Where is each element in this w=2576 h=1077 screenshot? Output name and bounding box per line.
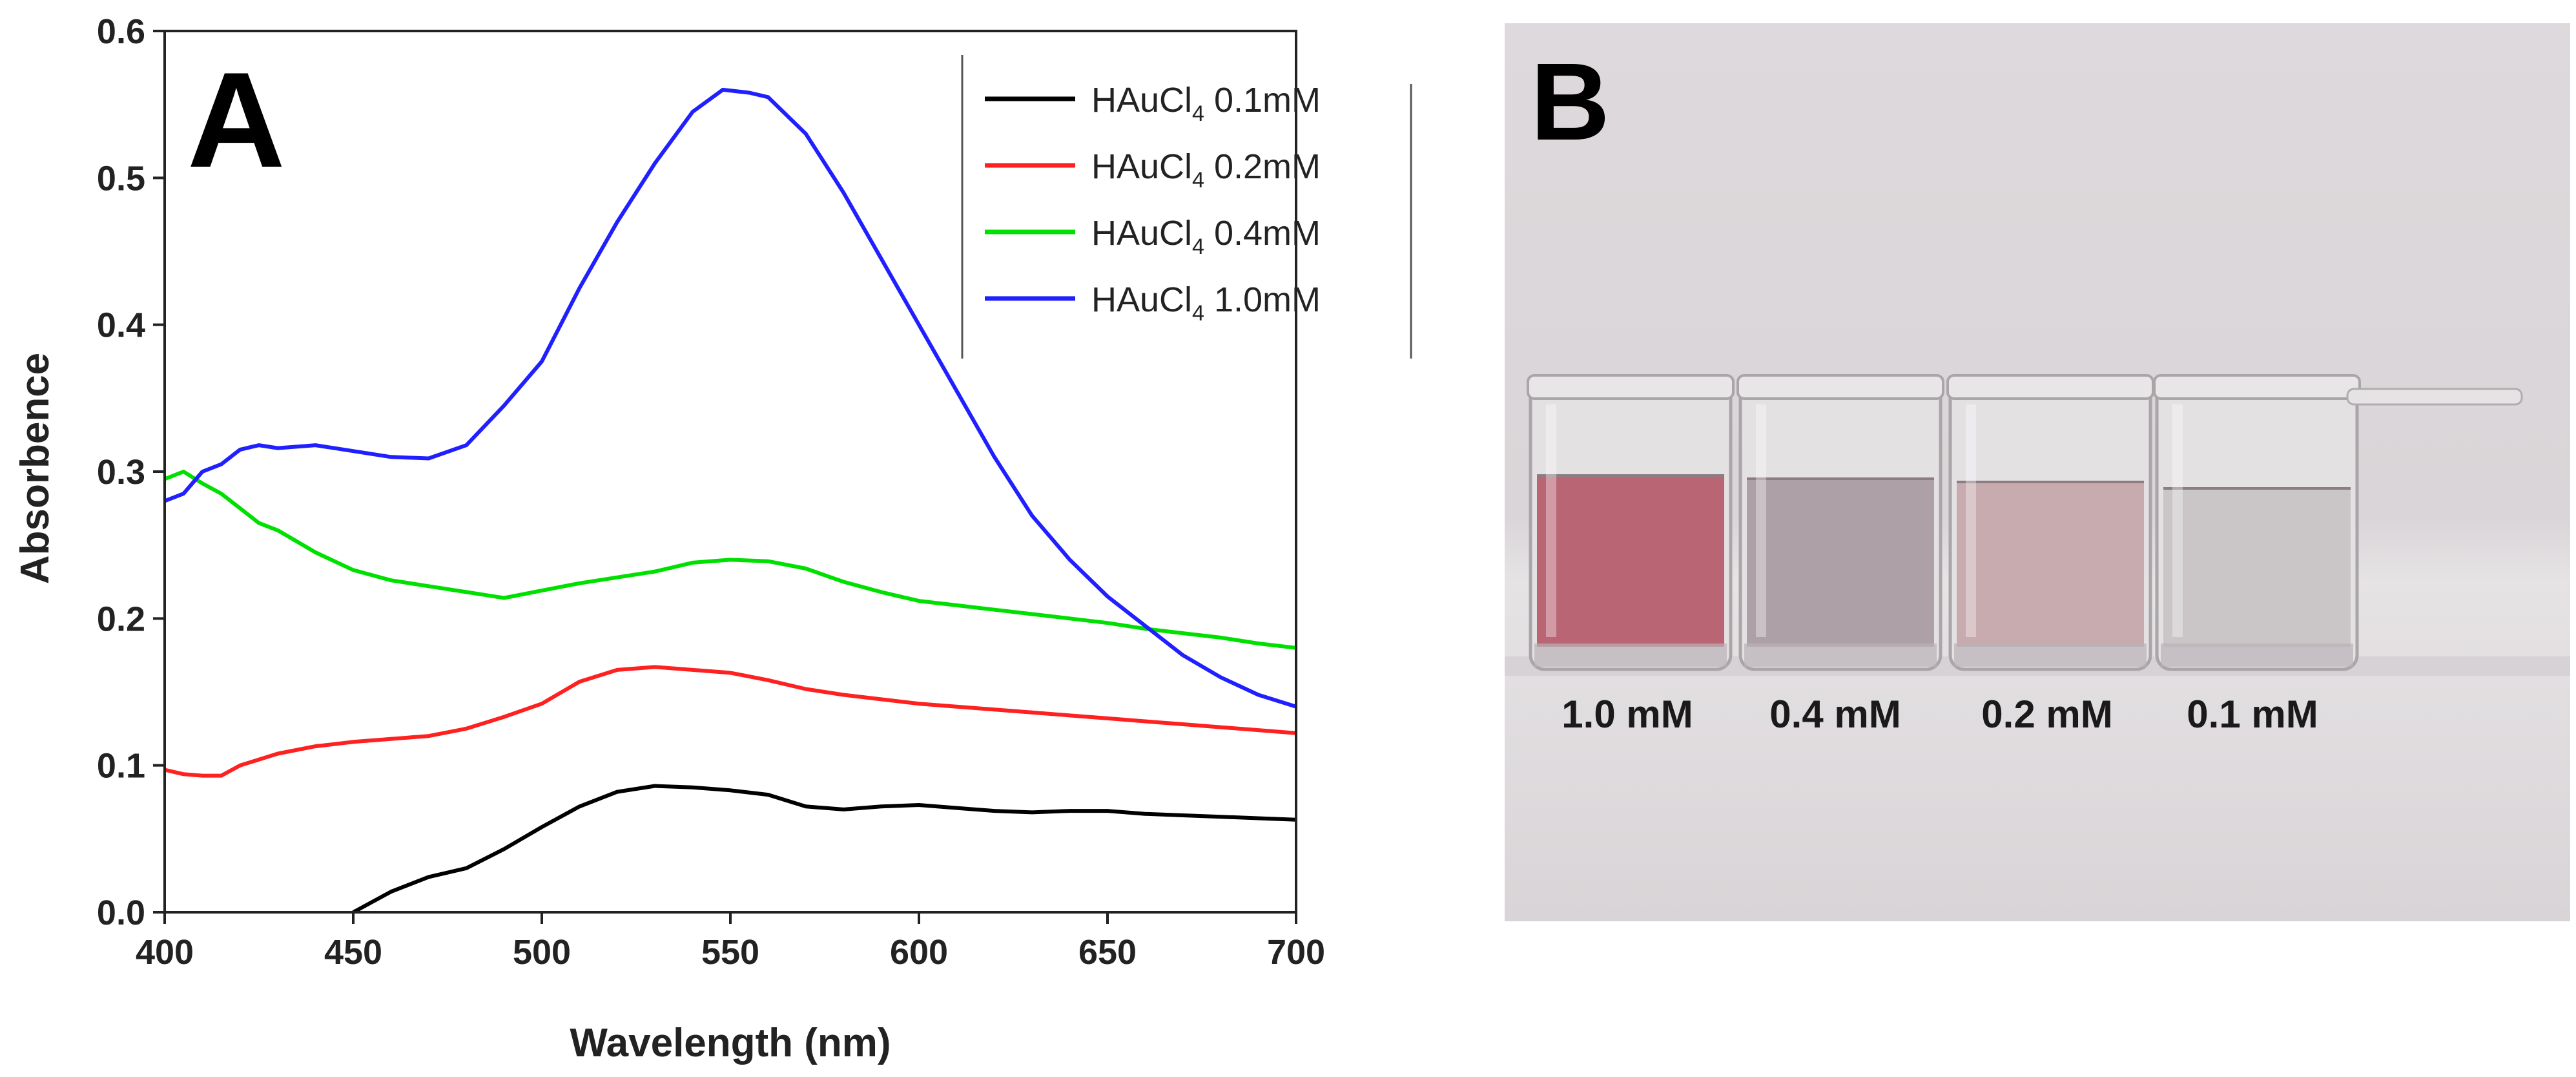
vials xyxy=(1527,374,2523,671)
legend-entry-3: HAuCl4 1.0mM xyxy=(1091,280,1321,326)
legend-entry-2: HAuCl4 0.4mM xyxy=(1091,214,1321,259)
y-tick-label: 0.3 xyxy=(97,453,145,492)
vial-label-3: 0.1 mM xyxy=(2187,693,2318,736)
x-tick-label: 550 xyxy=(701,933,759,972)
legend-entry-0: HAuCl4 0.1mM xyxy=(1091,81,1321,126)
series-line-1 xyxy=(164,665,1297,778)
vial-1 xyxy=(1736,374,1944,671)
x-tick-label: 500 xyxy=(513,933,571,972)
x-tick-label: 700 xyxy=(1267,933,1325,972)
series-line-0 xyxy=(352,784,1297,914)
x-axis-title: Wavelength (nm) xyxy=(570,1021,891,1065)
vial-label-1: 0.4 mM xyxy=(1769,693,1901,736)
series-line-2 xyxy=(163,470,1297,650)
x-tick-label: 600 xyxy=(890,933,948,972)
y-tick-label: 0.4 xyxy=(97,306,145,345)
vial-labels: 1.0 mM 0.4 mM 0.2 mM 0.1 mM xyxy=(1561,693,2318,736)
y-tick-label: 0.5 xyxy=(97,159,145,198)
y-tick-label: 0.1 xyxy=(97,747,145,786)
absorbance-chart: 400 450 500 550 600 650 700 0.0 0.1 0.2 0.3 0.4 0.5 0… xyxy=(13,12,1412,1065)
tube-tip xyxy=(2346,388,2523,406)
vial-3 xyxy=(2153,374,2361,671)
y-tick-label: 0.6 xyxy=(97,12,145,51)
legend: HAuCl4 0.1mM HAuCl4 0.2mM HAuCl4 0.4mM HAuC… xyxy=(961,55,1412,359)
panel-b-label: B xyxy=(1530,41,1610,163)
legend-entry-1: HAuCl4 0.2mM xyxy=(1091,147,1321,193)
panel-a-label: A xyxy=(187,44,285,196)
vial-2 xyxy=(1946,374,2154,671)
y-axis-title: Absorbence xyxy=(13,353,57,584)
x-tick-label: 400 xyxy=(136,933,194,972)
vial-label-2: 0.2 mM xyxy=(1981,693,2112,736)
plot-area xyxy=(163,87,1297,914)
x-tick-label: 650 xyxy=(1078,933,1137,972)
vials-photo: B 1.0 mM 0.4 mM 0.2 mM 0.1 mM xyxy=(1505,23,2570,921)
vial-0 xyxy=(1527,374,1735,671)
x-tick-label: 450 xyxy=(324,933,382,972)
axes: 400 450 500 550 600 650 700 0.0 0.1 0.2 0.3 0.4 0.5 0… xyxy=(97,12,1325,972)
y-tick-label: 0.0 xyxy=(97,894,145,932)
y-tick-label: 0.2 xyxy=(97,600,145,638)
series-line-3 xyxy=(163,87,1297,709)
vial-label-0: 1.0 mM xyxy=(1561,693,1693,736)
